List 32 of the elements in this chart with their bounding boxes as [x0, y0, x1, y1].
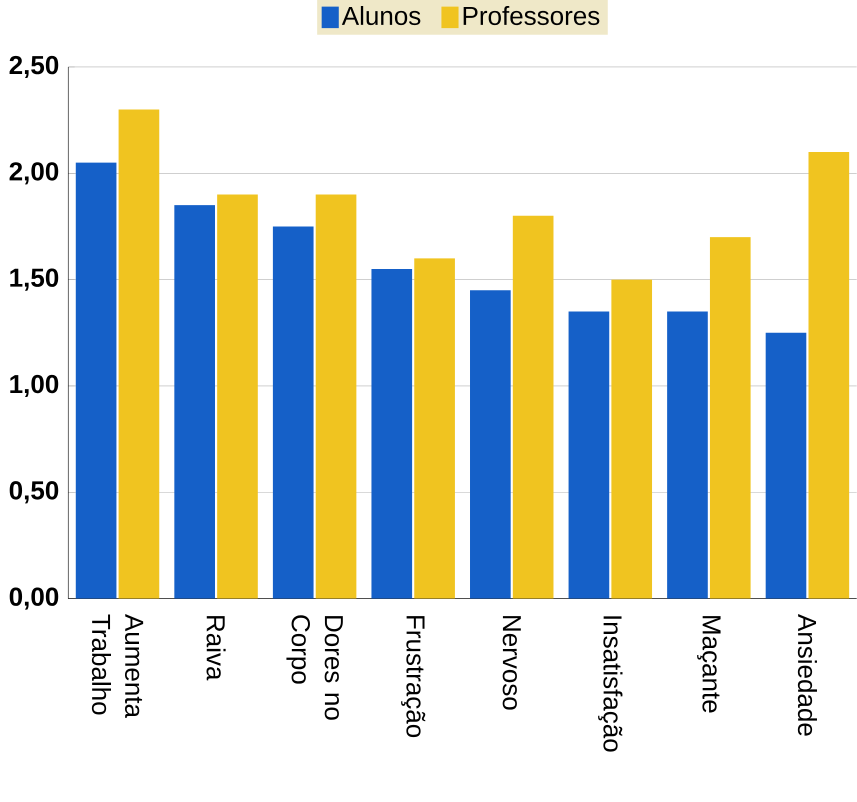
x-tick-label: Ansiedade: [798, 614, 817, 736]
y-tick-label: 0,00: [10, 587, 58, 610]
x-tick-label: Maçante: [697, 616, 721, 712]
bar: [414, 258, 455, 598]
bar: [470, 290, 511, 598]
legend-label: Alunos: [342, 6, 420, 25]
bar: [710, 236, 751, 598]
x-tick-label: Raiva: [206, 616, 226, 680]
y-tick-label: 0,50: [10, 480, 58, 504]
x-tick-label: Dores no Corpo: [286, 615, 343, 720]
bar: [667, 311, 708, 598]
bar: [76, 162, 116, 598]
y-tick-label: 2,50: [10, 56, 58, 78]
bar: [316, 194, 356, 598]
bar: [174, 204, 216, 598]
bar: [766, 332, 806, 598]
bar: [371, 268, 412, 598]
y-tick-label: 1,00: [10, 374, 58, 397]
legend-label: Professores: [464, 6, 600, 25]
y-tick-label: 1,50: [10, 268, 58, 291]
bar: [118, 109, 160, 598]
bar: [611, 279, 652, 598]
bar: [272, 226, 314, 598]
bar: [808, 152, 850, 598]
bar: [217, 194, 258, 598]
x-tick-label: Nervoso: [502, 616, 521, 710]
y-tick-label: 2,00: [10, 162, 58, 184]
bar: [568, 311, 610, 598]
x-tick-label: Aumenta Trabalho: [92, 614, 144, 718]
x-tick-label: Insatisfação: [598, 616, 622, 752]
bar: [512, 216, 554, 598]
x-tick-label: Frustração: [401, 616, 426, 737]
